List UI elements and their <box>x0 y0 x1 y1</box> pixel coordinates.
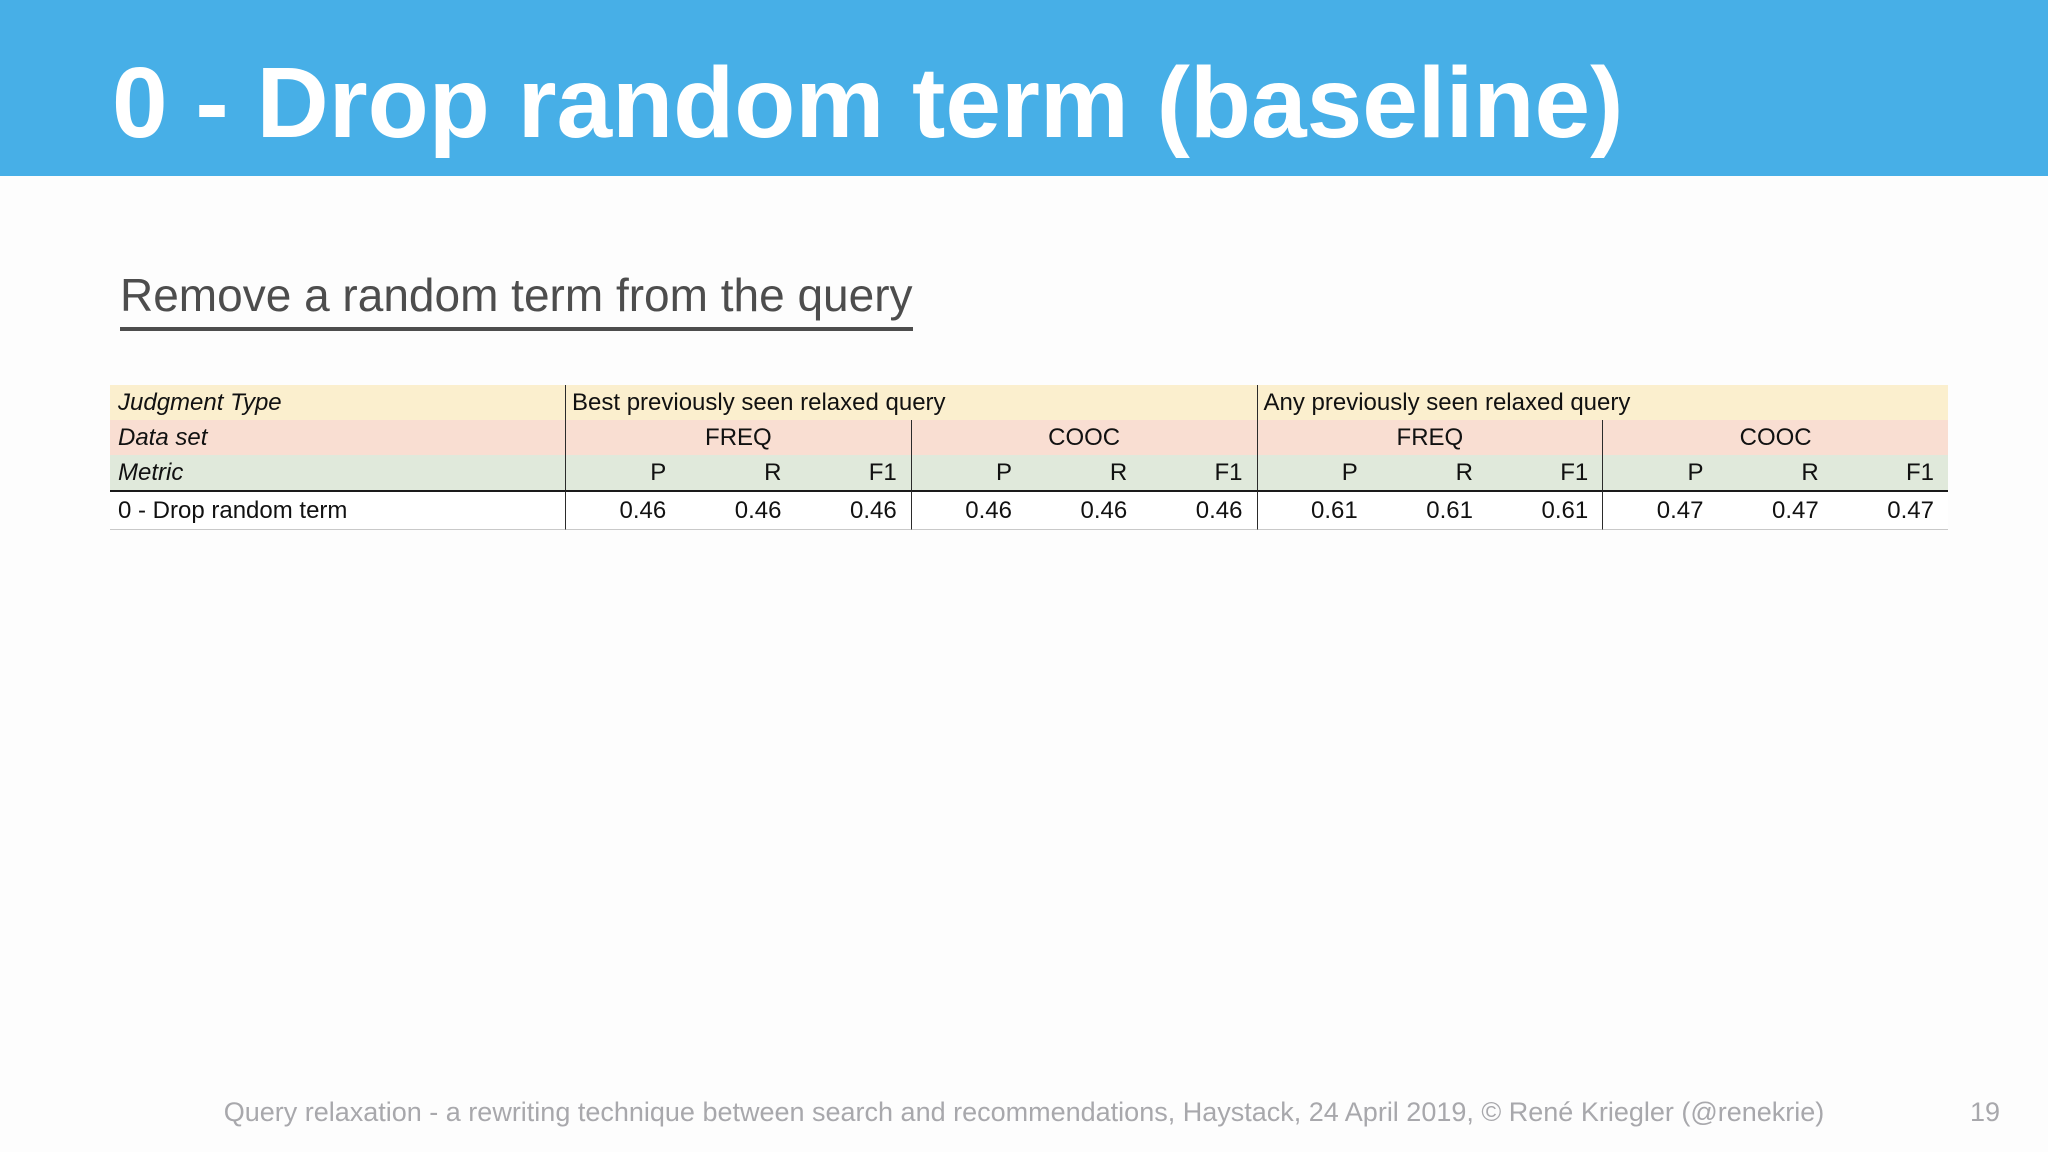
value-cell: 0.47 <box>1832 490 1948 530</box>
dataset-header-best-cooc: COOC <box>910 420 1257 455</box>
value-cell: 0.46 <box>795 490 911 530</box>
metric-header-cell: R <box>1026 455 1142 490</box>
value-cell: 0.46 <box>680 490 796 530</box>
group-header-best: Best previously seen relaxed query <box>565 385 1257 420</box>
slide-footer: Query relaxation - a rewriting technique… <box>0 1097 2048 1128</box>
value-cell: 0.61 <box>1487 490 1603 530</box>
metric-header-cell: R <box>680 455 796 490</box>
metric-header-cell: F1 <box>1487 455 1603 490</box>
metrics-table: Judgment Type Best previously seen relax… <box>110 385 1948 530</box>
metric-header-cell: F1 <box>1832 455 1948 490</box>
value-cell: 0.47 <box>1602 490 1718 530</box>
dataset-header-best-freq: FREQ <box>565 420 911 455</box>
dataset-header-any-freq: FREQ <box>1256 420 1603 455</box>
data-row-label: 0 - Drop random term <box>110 490 565 530</box>
metric-header-cell: P <box>910 455 1026 490</box>
value-cell: 0.47 <box>1717 490 1833 530</box>
group-header-any: Any previously seen relaxed query <box>1256 385 1948 420</box>
page-title: 0 - Drop random term (baseline) <box>112 46 1624 159</box>
metric-header-cell: F1 <box>795 455 911 490</box>
value-cell: 0.61 <box>1371 490 1487 530</box>
value-cell: 0.61 <box>1256 490 1372 530</box>
row-header-judgment-type: Judgment Type <box>110 385 565 420</box>
value-cell: 0.46 <box>910 490 1026 530</box>
row-header-metric: Metric <box>110 455 565 490</box>
metric-header-cell: P <box>1256 455 1372 490</box>
page-number: 19 <box>1969 1097 2000 1127</box>
metric-header-cell: F1 <box>1141 455 1257 490</box>
metric-header-cell: R <box>1371 455 1487 490</box>
value-cell: 0.46 <box>1141 490 1257 530</box>
slide-subtitle: Remove a random term from the query <box>120 268 913 331</box>
row-header-data-set: Data set <box>110 420 565 455</box>
title-bar: 0 - Drop random term (baseline) <box>0 0 2048 176</box>
dataset-header-any-cooc: COOC <box>1602 420 1948 455</box>
value-cell: 0.46 <box>1026 490 1142 530</box>
value-cell: 0.46 <box>565 490 681 530</box>
metric-header-cell: R <box>1717 455 1833 490</box>
metric-header-cell: P <box>1602 455 1718 490</box>
metric-header-cell: P <box>565 455 681 490</box>
footer-credit: Query relaxation - a rewriting technique… <box>223 1097 1825 1127</box>
